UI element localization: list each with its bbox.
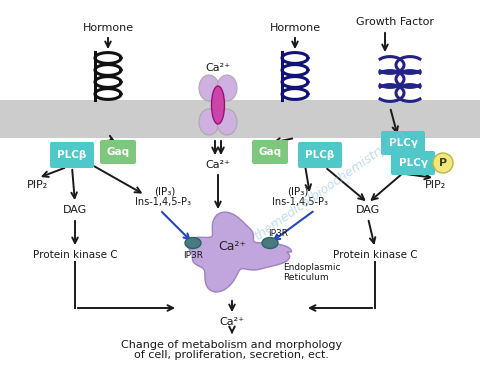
Text: DAG: DAG [356, 205, 380, 215]
FancyBboxPatch shape [50, 142, 94, 168]
Text: themedicalbioochemistry.org: themedicalbioochemistry.org [252, 127, 408, 243]
Ellipse shape [199, 109, 219, 135]
Text: (IP₃): (IP₃) [154, 187, 176, 197]
Bar [0, 100, 480, 138]
FancyBboxPatch shape [252, 140, 288, 164]
Text: Change of metabolism and morphology: Change of metabolism and morphology [121, 340, 343, 350]
Text: PLCγ: PLCγ [388, 138, 418, 148]
Text: Ca²⁺: Ca²⁺ [218, 240, 246, 254]
Text: P: P [439, 158, 447, 168]
FancyBboxPatch shape [391, 151, 435, 175]
Text: IP3R: IP3R [183, 251, 203, 259]
Ellipse shape [217, 109, 237, 135]
Ellipse shape [262, 237, 278, 248]
Text: Ins-1,4,5-P₃: Ins-1,4,5-P₃ [272, 197, 328, 207]
Text: Gaq: Gaq [258, 147, 282, 157]
Text: Hormone: Hormone [83, 23, 133, 33]
Text: Protein kinase C: Protein kinase C [333, 250, 417, 260]
FancyBboxPatch shape [100, 140, 136, 164]
Ellipse shape [185, 237, 201, 248]
Text: Ins-1,4,5-P₃: Ins-1,4,5-P₃ [135, 197, 191, 207]
Text: Reticulum: Reticulum [283, 273, 329, 281]
Text: Endoplasmic: Endoplasmic [283, 264, 340, 273]
Text: Ca²⁺: Ca²⁺ [219, 317, 244, 327]
Text: Ca²⁺: Ca²⁺ [205, 63, 230, 73]
Circle shape [433, 153, 453, 173]
Text: (IP₃): (IP₃) [288, 187, 309, 197]
Polygon shape [186, 212, 292, 292]
Text: Gaq: Gaq [107, 147, 130, 157]
Text: Ca²⁺: Ca²⁺ [205, 160, 230, 170]
FancyBboxPatch shape [381, 131, 425, 155]
Text: PIP₂: PIP₂ [424, 180, 445, 190]
Text: Growth Factor: Growth Factor [356, 17, 434, 27]
Text: PLCβ: PLCβ [305, 150, 335, 160]
Text: DAG: DAG [63, 205, 87, 215]
FancyBboxPatch shape [298, 142, 342, 168]
Ellipse shape [212, 86, 225, 124]
Text: IP3R: IP3R [268, 229, 288, 237]
Text: PLCβ: PLCβ [57, 150, 87, 160]
Text: Protein kinase C: Protein kinase C [33, 250, 117, 260]
Text: PLCγ: PLCγ [398, 158, 428, 168]
Text: of cell, proliferation, secretion, ect.: of cell, proliferation, secretion, ect. [134, 350, 329, 360]
Ellipse shape [217, 75, 237, 101]
Text: Hormone: Hormone [269, 23, 321, 33]
Text: PIP₂: PIP₂ [27, 180, 48, 190]
Ellipse shape [199, 75, 219, 101]
